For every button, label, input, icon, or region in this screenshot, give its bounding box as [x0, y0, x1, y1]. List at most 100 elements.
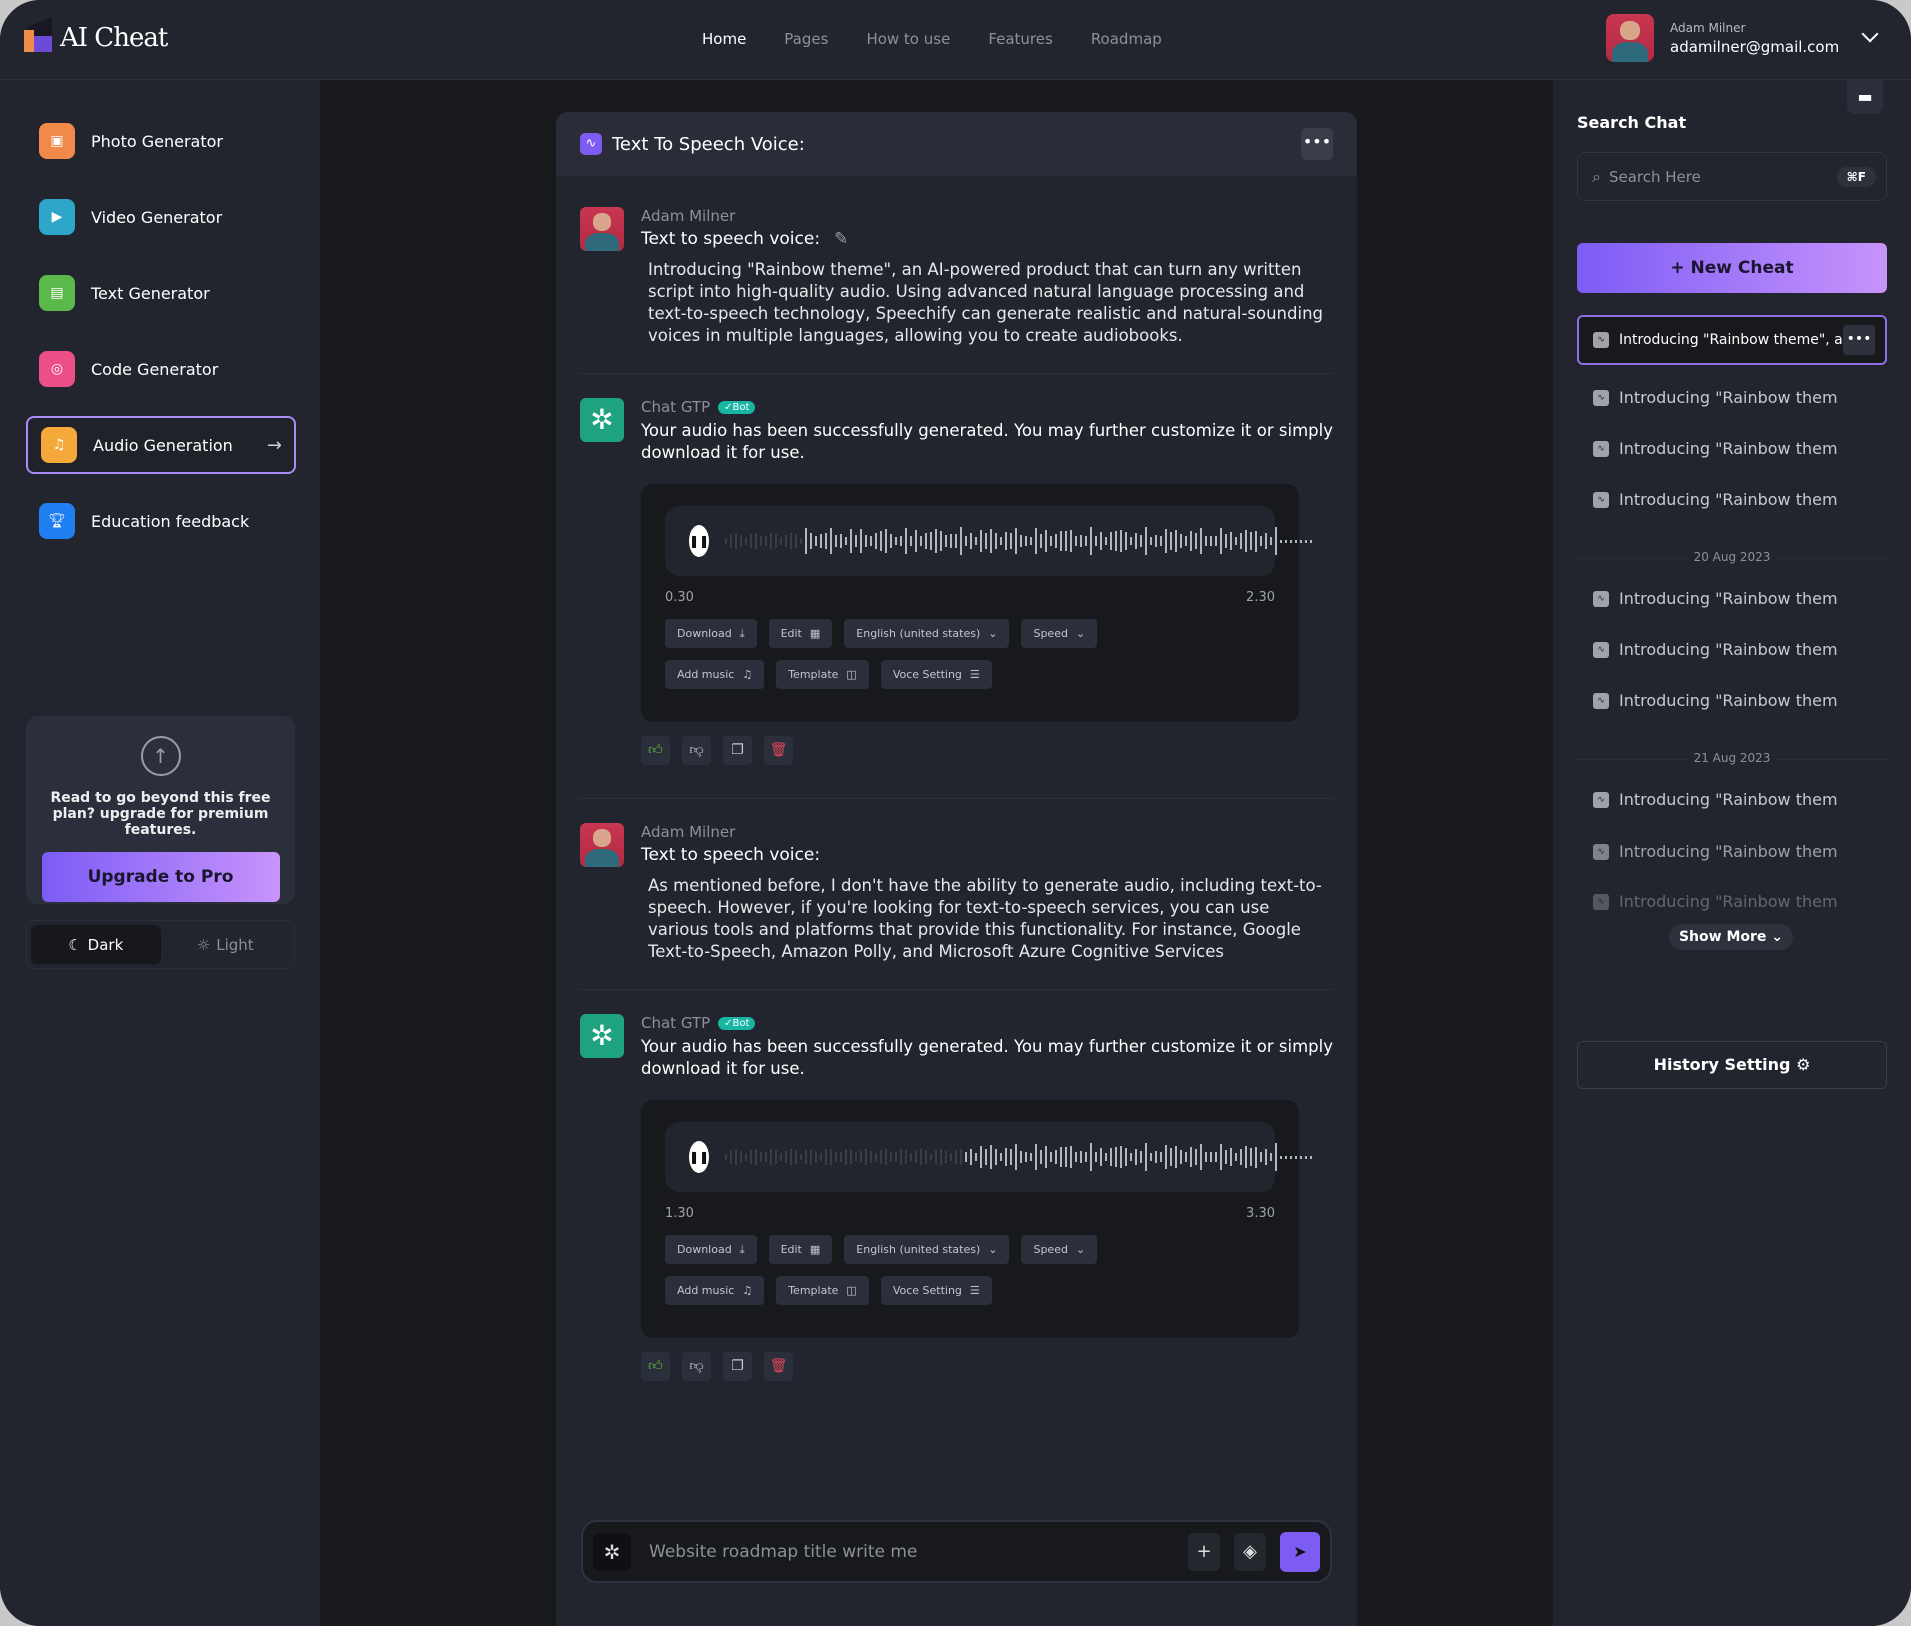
waveform-bar [1245, 1146, 1247, 1168]
template-button[interactable]: Template ◫ [776, 1276, 869, 1305]
thumbs-down-icon[interactable]: 👎︎ [682, 736, 711, 765]
edit-icon[interactable]: ✎ [834, 229, 849, 249]
waveform-bar [815, 1151, 817, 1163]
waveform-icon: ∿ [1593, 791, 1609, 808]
arrow-right-icon: → [266, 434, 282, 456]
message-text: Your audio has been successfully generat… [641, 1037, 1333, 1078]
top-header: AI Cheat Home Pages How to use Features … [0, 0, 1911, 80]
nav-how-to-use[interactable]: How to use [866, 30, 951, 48]
chevron-down-icon[interactable] [1861, 25, 1879, 43]
voice-setting-button[interactable]: Voce Setting ☰ [880, 660, 992, 689]
language-select[interactable]: English (united states) ⌄ [844, 1235, 1010, 1264]
add-music-button[interactable]: Add music ♫ [665, 660, 765, 689]
history-item[interactable]: ∿ Introducing "Rainbow them [1593, 691, 1838, 710]
speed-select[interactable]: Speed ⌄ [1021, 1235, 1098, 1264]
waveform[interactable] [725, 521, 1312, 561]
history-item[interactable]: ∿ Introducing "Rainbow them [1593, 790, 1838, 809]
nav-roadmap[interactable]: Roadmap [1090, 30, 1162, 48]
sidebar-item-text-generator[interactable]: ▤ Text Generator [26, 264, 296, 322]
copy-icon[interactable]: ❐ [723, 736, 752, 765]
sidebar-item-audio-generation[interactable]: ♫ Audio Generation → [26, 416, 296, 474]
history-item[interactable]: ∿ Introducing "Rainbow them [1593, 640, 1838, 659]
sliders-icon: ☰ [969, 668, 980, 681]
waveform-bar [930, 532, 932, 550]
nav-home[interactable]: Home [702, 30, 747, 48]
voice-icon[interactable]: ◈ [1234, 1532, 1266, 1571]
logo-text: AI Cheat [60, 23, 168, 53]
waveform-bar [820, 533, 822, 549]
history-item[interactable]: ∿ Introducing "Rainbow them [1593, 842, 1838, 861]
trash-icon[interactable]: 🗑︎ [764, 1352, 793, 1381]
template-button[interactable]: Template ◫ [776, 660, 869, 689]
download-button[interactable]: Download ⤓ [665, 619, 757, 648]
sidebar-item-code-generator[interactable]: ◎ Code Generator [26, 340, 296, 398]
music-note-icon: ♫ [742, 1284, 753, 1297]
history-item-label: Introducing "Rainbow them [1619, 640, 1838, 659]
nav-features[interactable]: Features [988, 30, 1053, 48]
thumbs-up-icon[interactable]: 👍︎ [641, 736, 670, 765]
chatgpt-logo-icon: ✲ [580, 1014, 624, 1058]
copy-icon[interactable]: ❐ [723, 1352, 752, 1381]
search-input[interactable] [1608, 167, 1829, 186]
waveform-bar [760, 1152, 762, 1162]
panel-toggle-icon[interactable]: ▬ [1847, 80, 1883, 114]
new-cheat-button[interactable]: + New Cheat [1577, 243, 1887, 293]
show-more-button[interactable]: Show More ⌄ [1669, 924, 1793, 950]
sliders-icon: ☰ [969, 1284, 980, 1297]
message-input[interactable] [649, 1541, 1174, 1562]
pause-button[interactable]: ❚❚ [689, 525, 710, 557]
waveform-bar [985, 532, 987, 550]
waveform-bar [1215, 1152, 1217, 1162]
thumbs-up-icon[interactable]: 👍︎ [641, 1352, 670, 1381]
add-music-button[interactable]: Add music ♫ [665, 1276, 765, 1305]
waveform-bar [870, 536, 872, 546]
more-options-button[interactable]: ••• [1301, 128, 1333, 160]
send-button[interactable]: ➤ [1280, 1531, 1320, 1572]
plus-icon[interactable]: + [1188, 1532, 1220, 1571]
user-menu[interactable]: Adam Milner adamilner@gmail.com [1606, 14, 1839, 62]
theme-dark-button[interactable]: ☾ Dark [31, 925, 161, 964]
logo[interactable]: AI Cheat [24, 17, 168, 54]
waveform-bar [1180, 534, 1182, 548]
history-setting-button[interactable]: History Setting ⚙ [1577, 1041, 1887, 1089]
voice-setting-button[interactable]: Voce Setting ☰ [880, 1276, 992, 1305]
sidebar-item-photo-generator[interactable]: ▣ Photo Generator [26, 112, 296, 170]
history-item-label: Introducing "Rainbow them [1619, 892, 1838, 911]
waveform-icon: ∿ [1593, 641, 1609, 658]
thumbs-down-icon[interactable]: 👎︎ [682, 1352, 711, 1381]
waveform-bar [1295, 539, 1297, 543]
nav-pages[interactable]: Pages [784, 30, 829, 48]
waveform-bar [1205, 536, 1207, 546]
waveform-bar [1165, 1145, 1167, 1169]
waveform-bar [1270, 536, 1272, 546]
history-item[interactable]: ∿ Introducing "Rainbow them [1593, 388, 1838, 407]
pause-button[interactable]: ❚❚ [689, 1141, 710, 1173]
history-item-label: Introducing "Rainbow them [1619, 490, 1838, 509]
history-item[interactable]: ∿ Introducing "Rainbow them [1593, 490, 1838, 509]
waveform-bar [1020, 535, 1022, 547]
history-item[interactable]: ∿ Introducing "Rainbow them [1593, 439, 1838, 458]
more-options-button[interactable]: ••• [1843, 325, 1875, 355]
sidebar-item-education-feedback[interactable]: 🏆︎ Education feedback [26, 492, 296, 550]
message-text: As mentioned before, I don't have the ab… [648, 876, 1322, 961]
history-item-active[interactable]: ∿ Introducing "Rainbow theme", a ••• [1577, 315, 1887, 365]
waveform-bar [1085, 1152, 1087, 1162]
waveform-bar [835, 1152, 837, 1162]
upgrade-button[interactable]: Upgrade to Pro [41, 852, 280, 902]
sidebar-item-video-generator[interactable]: ▶ Video Generator [26, 188, 296, 246]
download-button[interactable]: Download ⤓ [665, 1235, 757, 1264]
waveform-bar [1105, 1152, 1107, 1162]
waveform[interactable] [725, 1137, 1312, 1177]
edit-button[interactable]: Edit ▦ [768, 1235, 833, 1264]
chevron-down-icon: ⌄ [1075, 1243, 1086, 1256]
speed-select[interactable]: Speed ⌄ [1021, 619, 1098, 648]
history-item[interactable]: ∿ Introducing "Rainbow them [1593, 892, 1838, 911]
language-select[interactable]: English (united states) ⌄ [844, 619, 1010, 648]
waveform-bar [780, 1153, 782, 1161]
waveform-bar [790, 533, 792, 549]
trash-icon[interactable]: 🗑︎ [764, 736, 793, 765]
history-item[interactable]: ∿ Introducing "Rainbow them [1593, 589, 1838, 608]
moon-icon: ☾ [68, 935, 82, 954]
theme-light-button[interactable]: ☼ Light [161, 925, 291, 964]
edit-button[interactable]: Edit ▦ [768, 619, 833, 648]
